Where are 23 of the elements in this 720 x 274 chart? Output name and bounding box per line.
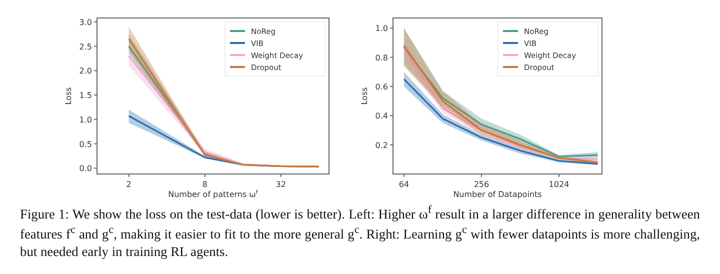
y-tick-label: 1.5 bbox=[79, 91, 92, 100]
text: Figure 1: We show the loss on the test-data (lower is better). Left: Higher ω$^{f}$ result in a larger difference in generality between features f$^{c}$ and g$^{c}$, making it easier to fit to the more general g$^{c}$. Right: Learning g$^{c}$ with fewer datapoints is more challenging, but needed early in training RL agents. bbox=[20, 204, 700, 259]
y-tick-label: 0.8 bbox=[375, 53, 388, 62]
y-tick-label: 0.5 bbox=[79, 140, 92, 149]
y-tick-label: 0.2 bbox=[375, 140, 388, 150]
y-tick-label: 0.4 bbox=[375, 112, 388, 121]
x-tick-label: 32 bbox=[276, 180, 286, 189]
x-tick-label: 2 bbox=[126, 180, 132, 189]
y-tick-label: 3.0 bbox=[79, 18, 92, 27]
y-tick-label: 1.0 bbox=[79, 115, 92, 124]
x-tick-label: 1024 bbox=[548, 180, 570, 189]
x-axis-title: Number of Datapoints bbox=[453, 190, 542, 199]
y-tick-label: 1.0 bbox=[375, 24, 388, 34]
y-tick-label: 2.5 bbox=[79, 42, 92, 52]
y-axis-title: Loss bbox=[360, 87, 369, 105]
y-tick-label: 0.0 bbox=[79, 164, 92, 174]
x-axis-title: Number of patterns ω$^{f}$ bbox=[168, 189, 259, 199]
x-tick-label: 8 bbox=[202, 180, 208, 189]
y-tick-label: 0.6 bbox=[375, 82, 388, 92]
x-tick-label: 256 bbox=[474, 180, 490, 189]
y-tick-label: 2.0 bbox=[79, 66, 92, 76]
x-tick-label: 64 bbox=[398, 180, 410, 189]
y-axis-title: Loss bbox=[64, 87, 73, 105]
